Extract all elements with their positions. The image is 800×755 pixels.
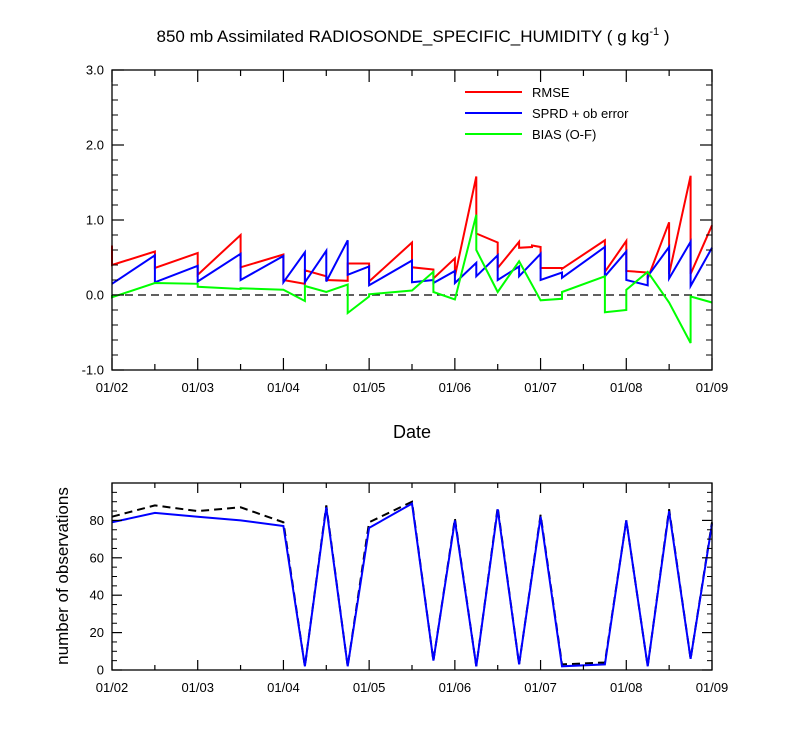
x-tick-label: 01/06 [439,680,472,695]
y-tick-label: 1.0 [86,213,104,228]
x-tick-label: 01/04 [267,380,300,395]
y-tick-label: 0.0 [86,288,104,303]
chart-title: 850 mb Assimilated RADIOSONDE_SPECIFIC_H… [157,26,670,46]
x-tick-label: 01/03 [181,380,214,395]
y-tick-label: -1.0 [82,363,104,378]
legend-label: SPRD + ob error [532,106,629,121]
y-axis-label-observations: number of observations [53,487,72,665]
legend: RMSE SPRD + ob error BIAS (O-F) [465,85,629,142]
y-tick-label: 40 [90,588,104,603]
top-plot: 01/02 01/03 01/04 01/05 01/06 01/07 01/08 01/09… [82,63,729,396]
x-tick-label: 01/06 [439,380,472,395]
bottom-plot: 01/02 01/03 01/04 01/05 01/06 01/07 01/08 01/09… [90,482,729,695]
series-line-assimilated [111,502,713,668]
x-tick-label: 01/09 [696,680,729,695]
x-tick-label: 01/07 [524,380,557,395]
series-line-possible [111,500,713,667]
y-tick-label: 3.0 [86,63,104,78]
x-tick-label: 01/02 [96,680,129,695]
legend-label: RMSE [532,85,570,100]
x-tick-label: 01/07 [524,680,557,695]
x-tick-label: 01/03 [181,680,214,695]
y-tick-label: 80 [90,513,104,528]
series-line-sprd-ob-error [111,238,713,290]
x-axis-label: Date [393,422,431,442]
x-tick-label: 01/05 [353,380,386,395]
y-tick-label: 60 [90,550,104,565]
x-tick-label: 01/04 [267,680,300,695]
y-tick-label: 2.0 [86,138,104,153]
x-tick-label: 01/08 [610,380,643,395]
x-tick-label: 01/09 [696,380,729,395]
legend-label: BIAS (O-F) [532,127,596,142]
x-tick-label: 01/05 [353,680,386,695]
y-tick-label: 20 [90,625,104,640]
series-line-bias-o-f [111,214,713,344]
x-tick-label: 01/02 [96,380,129,395]
x-tick-label: 01/08 [610,680,643,695]
y-tick-label: 0 [97,663,104,678]
